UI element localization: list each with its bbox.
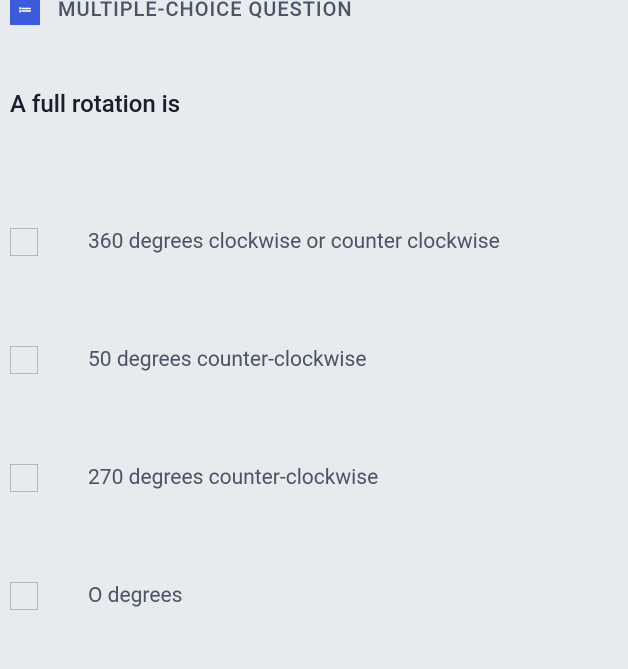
option-1[interactable]: 360 degrees clockwise or counter clockwi…	[10, 228, 618, 256]
option-label: 360 degrees clockwise or counter clockwi…	[88, 230, 500, 254]
question-header: ≔ MULTIPLE-CHOICE QUESTION	[0, 0, 628, 30]
options-list: 360 degrees clockwise or counter clockwi…	[0, 228, 628, 610]
question-prompt: A full rotation is	[0, 30, 628, 118]
option-label: 50 degrees counter-clockwise	[88, 348, 366, 372]
option-3[interactable]: 270 degrees counter-clockwise	[10, 464, 618, 492]
list-icon: ≔	[10, 0, 40, 25]
list-icon-glyph: ≔	[18, 2, 32, 18]
question-type-label: MULTIPLE-CHOICE QUESTION	[58, 0, 353, 21]
option-checkbox[interactable]	[10, 228, 38, 256]
option-checkbox[interactable]	[10, 582, 38, 610]
option-2[interactable]: 50 degrees counter-clockwise	[10, 346, 618, 374]
option-4[interactable]: O degrees	[10, 582, 618, 610]
option-checkbox[interactable]	[10, 464, 38, 492]
option-label: O degrees	[88, 584, 182, 608]
option-label: 270 degrees counter-clockwise	[88, 466, 378, 490]
option-checkbox[interactable]	[10, 346, 38, 374]
